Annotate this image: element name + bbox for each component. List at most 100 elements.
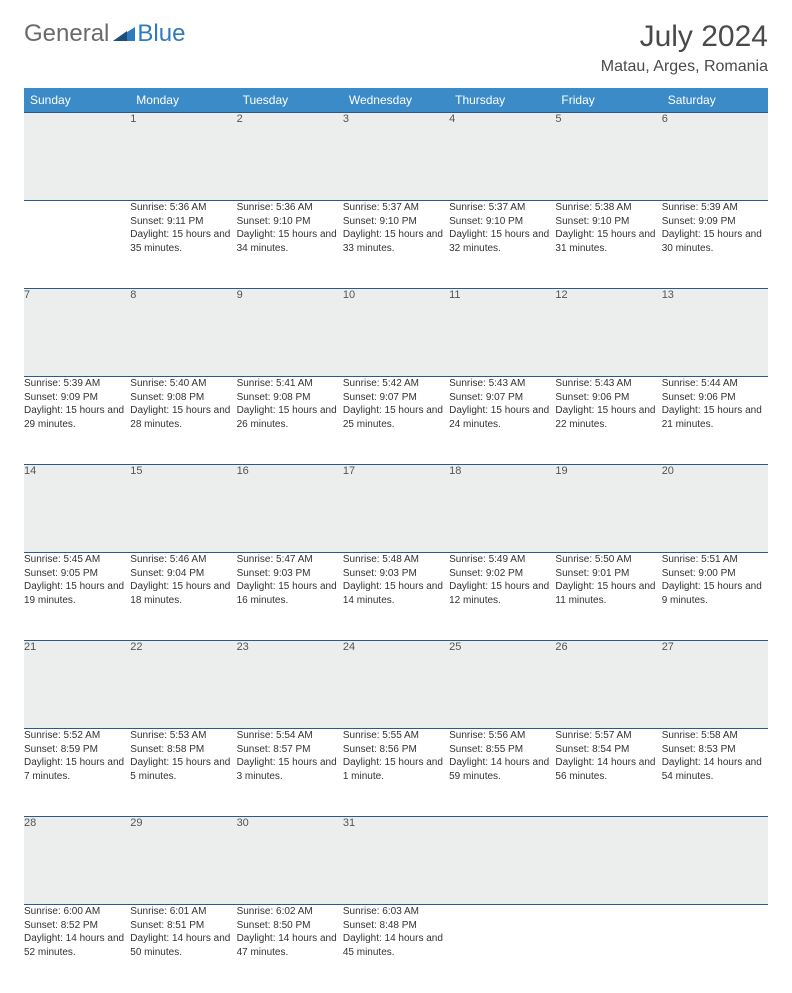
day-number-cell: 10 — [343, 289, 449, 377]
daylight-text: Daylight: 14 hours and 54 minutes. — [662, 756, 768, 783]
day-info-cell: Sunrise: 5:51 AMSunset: 9:00 PMDaylight:… — [662, 553, 768, 641]
day-number-cell — [555, 817, 661, 905]
daylight-text: Daylight: 15 hours and 3 minutes. — [237, 756, 343, 783]
daylight-text: Daylight: 15 hours and 33 minutes. — [343, 228, 449, 255]
title-block: July 2024 Matau, Arges, Romania — [601, 20, 768, 76]
sunrise-text: Sunrise: 5:39 AM — [662, 201, 768, 215]
daylight-text: Daylight: 15 hours and 5 minutes. — [130, 756, 236, 783]
day-number-cell: 16 — [237, 465, 343, 553]
day-info-cell: Sunrise: 5:43 AMSunset: 9:07 PMDaylight:… — [449, 377, 555, 465]
logo-text-blue: Blue — [137, 20, 185, 48]
sunset-text: Sunset: 9:07 PM — [449, 391, 555, 405]
day-info-cell — [24, 201, 130, 289]
day-number-cell: 29 — [130, 817, 236, 905]
sunset-text: Sunset: 8:51 PM — [130, 919, 236, 933]
sunrise-text: Sunrise: 5:54 AM — [237, 729, 343, 743]
sunrise-text: Sunrise: 5:36 AM — [130, 201, 236, 215]
daylight-text: Daylight: 15 hours and 18 minutes. — [130, 580, 236, 607]
weekday-header: Saturday — [662, 88, 768, 113]
day-number-cell: 21 — [24, 641, 130, 729]
weekday-header: Sunday — [24, 88, 130, 113]
day-number-cell: 6 — [662, 113, 768, 201]
daylight-text: Daylight: 15 hours and 25 minutes. — [343, 404, 449, 431]
sunrise-text: Sunrise: 5:36 AM — [237, 201, 343, 215]
daylight-text: Daylight: 14 hours and 52 minutes. — [24, 932, 130, 959]
day-info-cell: Sunrise: 5:45 AMSunset: 9:05 PMDaylight:… — [24, 553, 130, 641]
day-number-cell: 5 — [555, 113, 661, 201]
sunrise-text: Sunrise: 6:01 AM — [130, 905, 236, 919]
day-info-cell: Sunrise: 5:40 AMSunset: 9:08 PMDaylight:… — [130, 377, 236, 465]
daylight-text: Daylight: 15 hours and 16 minutes. — [237, 580, 343, 607]
day-info-cell: Sunrise: 5:43 AMSunset: 9:06 PMDaylight:… — [555, 377, 661, 465]
sunrise-text: Sunrise: 5:44 AM — [662, 377, 768, 391]
daylight-text: Daylight: 15 hours and 35 minutes. — [130, 228, 236, 255]
day-info-cell: Sunrise: 6:00 AMSunset: 8:52 PMDaylight:… — [24, 905, 130, 993]
daylight-text: Daylight: 15 hours and 31 minutes. — [555, 228, 661, 255]
sunset-text: Sunset: 8:59 PM — [24, 743, 130, 757]
day-info-cell — [555, 905, 661, 993]
sunrise-text: Sunrise: 5:45 AM — [24, 553, 130, 567]
day-number-cell: 24 — [343, 641, 449, 729]
logo-text-general: General — [24, 20, 109, 48]
day-number-cell: 28 — [24, 817, 130, 905]
day-info-cell: Sunrise: 5:39 AMSunset: 9:09 PMDaylight:… — [662, 201, 768, 289]
daynum-row: 21222324252627 — [24, 641, 768, 729]
daylight-text: Daylight: 15 hours and 22 minutes. — [555, 404, 661, 431]
day-number-cell: 14 — [24, 465, 130, 553]
sunset-text: Sunset: 8:54 PM — [555, 743, 661, 757]
daylight-text: Daylight: 15 hours and 11 minutes. — [555, 580, 661, 607]
sunrise-text: Sunrise: 6:00 AM — [24, 905, 130, 919]
day-number-cell: 25 — [449, 641, 555, 729]
sunrise-text: Sunrise: 5:51 AM — [662, 553, 768, 567]
sunset-text: Sunset: 9:10 PM — [449, 215, 555, 229]
day-number-cell: 31 — [343, 817, 449, 905]
sunrise-text: Sunrise: 5:37 AM — [343, 201, 449, 215]
daylight-text: Daylight: 15 hours and 29 minutes. — [24, 404, 130, 431]
sunrise-text: Sunrise: 5:49 AM — [449, 553, 555, 567]
sunset-text: Sunset: 9:09 PM — [662, 215, 768, 229]
day-number-cell: 27 — [662, 641, 768, 729]
daynum-row: 123456 — [24, 113, 768, 201]
daylight-text: Daylight: 15 hours and 34 minutes. — [237, 228, 343, 255]
weekday-header: Wednesday — [343, 88, 449, 113]
sunrise-text: Sunrise: 6:02 AM — [237, 905, 343, 919]
day-number-cell: 11 — [449, 289, 555, 377]
sunrise-text: Sunrise: 5:37 AM — [449, 201, 555, 215]
sunrise-text: Sunrise: 5:38 AM — [555, 201, 661, 215]
sunset-text: Sunset: 9:00 PM — [662, 567, 768, 581]
sunset-text: Sunset: 8:50 PM — [237, 919, 343, 933]
daylight-text: Daylight: 15 hours and 12 minutes. — [449, 580, 555, 607]
info-row: Sunrise: 5:45 AMSunset: 9:05 PMDaylight:… — [24, 553, 768, 641]
sunset-text: Sunset: 9:04 PM — [130, 567, 236, 581]
weekday-header: Thursday — [449, 88, 555, 113]
sunset-text: Sunset: 9:06 PM — [555, 391, 661, 405]
daylight-text: Daylight: 15 hours and 32 minutes. — [449, 228, 555, 255]
info-row: Sunrise: 5:39 AMSunset: 9:09 PMDaylight:… — [24, 377, 768, 465]
day-number-cell: 1 — [130, 113, 236, 201]
day-info-cell: Sunrise: 5:55 AMSunset: 8:56 PMDaylight:… — [343, 729, 449, 817]
sunset-text: Sunset: 8:52 PM — [24, 919, 130, 933]
info-row: Sunrise: 6:00 AMSunset: 8:52 PMDaylight:… — [24, 905, 768, 993]
sunrise-text: Sunrise: 5:43 AM — [449, 377, 555, 391]
day-info-cell: Sunrise: 5:44 AMSunset: 9:06 PMDaylight:… — [662, 377, 768, 465]
sunrise-text: Sunrise: 5:48 AM — [343, 553, 449, 567]
sunset-text: Sunset: 8:58 PM — [130, 743, 236, 757]
daylight-text: Daylight: 15 hours and 7 minutes. — [24, 756, 130, 783]
day-info-cell: Sunrise: 5:37 AMSunset: 9:10 PMDaylight:… — [343, 201, 449, 289]
day-number-cell: 30 — [237, 817, 343, 905]
sunrise-text: Sunrise: 5:43 AM — [555, 377, 661, 391]
day-info-cell: Sunrise: 5:52 AMSunset: 8:59 PMDaylight:… — [24, 729, 130, 817]
logo: General Blue — [24, 20, 185, 48]
day-info-cell — [662, 905, 768, 993]
day-number-cell: 23 — [237, 641, 343, 729]
day-info-cell: Sunrise: 5:36 AMSunset: 9:10 PMDaylight:… — [237, 201, 343, 289]
day-number-cell: 15 — [130, 465, 236, 553]
sunset-text: Sunset: 9:11 PM — [130, 215, 236, 229]
daylight-text: Daylight: 15 hours and 24 minutes. — [449, 404, 555, 431]
sunset-text: Sunset: 9:03 PM — [237, 567, 343, 581]
sunset-text: Sunset: 9:09 PM — [24, 391, 130, 405]
weekday-header: Monday — [130, 88, 236, 113]
sunset-text: Sunset: 8:57 PM — [237, 743, 343, 757]
day-number-cell: 7 — [24, 289, 130, 377]
daylight-text: Daylight: 14 hours and 56 minutes. — [555, 756, 661, 783]
